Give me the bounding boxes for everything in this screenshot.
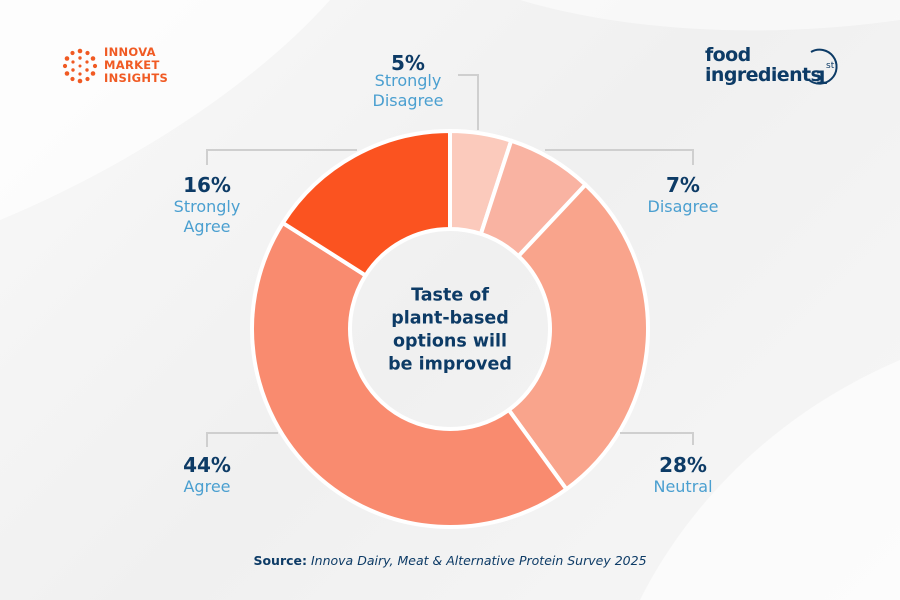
- food-ingredients-logo: food ingredients 1 st: [705, 44, 845, 90]
- innova-logo: INNOVA MARKET INSIGHTS: [62, 46, 168, 85]
- fi-line-2: ingredients: [705, 64, 822, 86]
- category-label-strongly-agree: Agree: [183, 217, 230, 236]
- innova-dots-icon: [62, 48, 98, 83]
- center-label-line: Taste of: [411, 286, 489, 306]
- innova-line-1: INNOVA: [104, 45, 156, 59]
- innova-line-3: INSIGHTS: [104, 71, 169, 85]
- slice-agree: [250, 220, 569, 529]
- category-label-neutral: Neutral: [653, 477, 712, 496]
- category-label-disagree: Disagree: [648, 197, 719, 216]
- source-text: Innova Dairy, Meat & Alternative Protein…: [310, 553, 647, 568]
- category-label-strongly-disagree: Disagree: [373, 91, 444, 110]
- source-note: Source: Innova Dairy, Meat & Alternative…: [0, 553, 900, 568]
- leader-line-strongly-agree: [206, 149, 357, 165]
- slice-neutral: [506, 182, 650, 492]
- center-label-line: be improved: [388, 355, 512, 375]
- center-label-line: options will: [393, 332, 507, 352]
- fi-line-1: food: [705, 44, 751, 66]
- category-label-strongly-agree: Strongly: [174, 197, 241, 216]
- value-label-strongly-disagree: 5%: [391, 51, 425, 75]
- leader-line-strongly-disagree: [458, 74, 479, 130]
- center-label-line: plant-based: [391, 309, 509, 329]
- value-label-strongly-agree: 16%: [183, 173, 231, 197]
- fi-superscript: st: [826, 61, 835, 71]
- source-label: Source:: [253, 553, 307, 568]
- value-label-agree: 44%: [183, 453, 231, 477]
- innova-line-2: MARKET: [104, 58, 160, 72]
- value-label-neutral: 28%: [659, 453, 707, 477]
- donut-slices: [250, 129, 650, 529]
- value-label-disagree: 7%: [666, 173, 700, 197]
- leader-line-neutral: [620, 432, 694, 445]
- innova-wordmark: INNOVA MARKET INSIGHTS: [104, 46, 168, 85]
- slice-strongly-agree: [280, 129, 452, 278]
- fi-suffix: 1: [815, 67, 828, 89]
- leader-line-agree: [206, 432, 278, 447]
- leader-line-disagree: [545, 149, 694, 165]
- category-label-strongly-disagree: Strongly: [375, 71, 442, 90]
- category-label-agree: Agree: [183, 477, 230, 496]
- fi-first-badge-icon: 1 st: [808, 48, 838, 89]
